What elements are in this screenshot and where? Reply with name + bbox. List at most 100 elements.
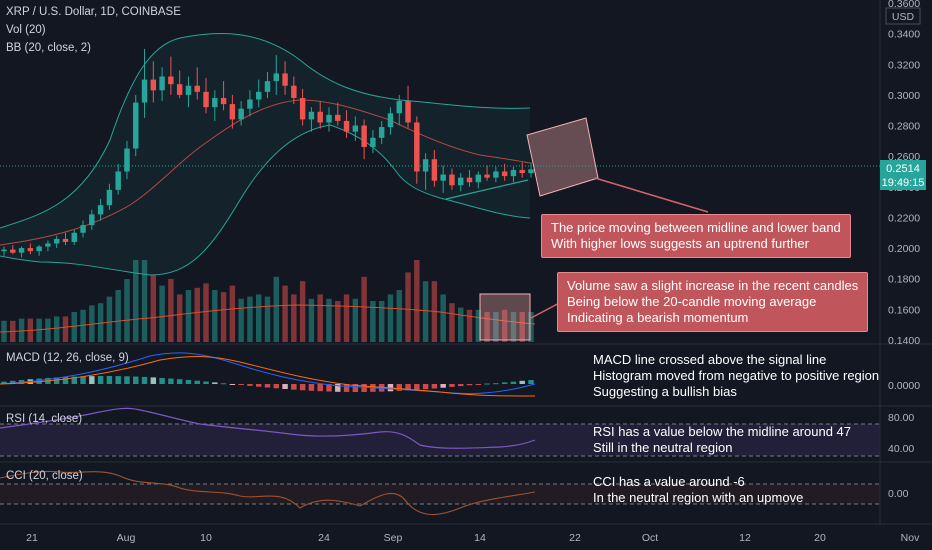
candle-body: [484, 174, 490, 178]
candle-body: [475, 174, 482, 183]
candle-body: [27, 248, 34, 252]
candle-body: [414, 122, 420, 172]
rsi-line: [0, 407, 536, 449]
volume-bar: [212, 290, 218, 342]
volume-bar: [493, 312, 499, 342]
symbol-legend[interactable]: XRP / U.S. Dollar, 1D, COINBASE: [6, 6, 181, 18]
time-tick-label: 22: [569, 532, 581, 544]
rsi-pane: [0, 407, 880, 457]
volume-bar: [308, 298, 315, 342]
macd-histogram-bar: [80, 376, 86, 384]
candle-body: [440, 174, 446, 181]
volume-highlight-box: [479, 293, 531, 341]
macd-histogram-bar: [458, 384, 464, 387]
macd-histogram-bar: [247, 384, 253, 386]
macd-histogram-bar: [528, 380, 534, 384]
volume-bar: [80, 309, 86, 342]
macd-pane: [0, 352, 536, 397]
candle-body: [203, 91, 209, 108]
macd-histogram-bar: [255, 384, 262, 387]
volume-bar: [317, 294, 323, 342]
candle-body: [519, 169, 525, 174]
macd-histogram-bar: [343, 384, 350, 392]
candle-body: [291, 85, 297, 98]
macd-legend[interactable]: MACD (12, 26, close, 9): [6, 352, 129, 364]
macd-histogram-bar: [282, 384, 288, 390]
candle-body: [247, 99, 253, 109]
volume-bar: [326, 298, 332, 342]
candle-body: [387, 113, 394, 128]
candle-body: [405, 101, 411, 123]
macd-histogram-bar: [133, 376, 139, 384]
candle-body: [510, 169, 517, 177]
trend-callout-line-1: The price moving between midline and low…: [551, 220, 841, 235]
macd-histogram-bar: [141, 376, 148, 384]
price-tag-countdown: 19:49:15: [882, 177, 925, 189]
candle-body: [176, 84, 183, 95]
macd-histogram-bar: [1, 381, 7, 384]
macd-histogram-bar: [194, 380, 200, 384]
candle-body: [124, 148, 130, 172]
price-tick-label: 0.3000: [888, 90, 920, 102]
price-tag-value: 0.2514: [886, 163, 920, 175]
volume-callout-line-2: Being below the 20-candle moving average: [567, 294, 817, 309]
volume-legend[interactable]: Vol (20): [6, 24, 46, 36]
macd-histogram-bar: [53, 377, 60, 384]
rsi-legend[interactable]: RSI (14, close): [6, 413, 83, 425]
volume-bar: [528, 312, 534, 342]
price-tick-label: 0.2000: [888, 243, 920, 255]
volume-bar: [440, 294, 446, 342]
volume-bar: [106, 296, 113, 342]
time-tick-label: Sep: [384, 532, 403, 544]
macd-histogram-bar: [229, 384, 236, 385]
macd-histogram-bar: [519, 380, 525, 384]
time-tick-label: Nov: [901, 532, 920, 544]
candle-body: [62, 238, 69, 242]
macd-histogram-bar: [185, 379, 192, 384]
candle-body: [449, 174, 455, 186]
candle-body: [370, 137, 376, 147]
macd-histogram-bar: [466, 384, 473, 386]
volume-bar: [501, 309, 508, 342]
trend-callout-line-2: With higher lows suggests an uptrend fur…: [551, 236, 809, 251]
volume-bar: [466, 309, 473, 342]
currency-label: USD: [892, 11, 915, 23]
macd-histogram-bar: [361, 384, 367, 392]
rsi-band-fill: [0, 424, 880, 456]
macd-histogram-bar: [493, 383, 499, 385]
bollinger-legend[interactable]: BB (20, close, 2): [6, 42, 92, 54]
time-axis[interactable]: 21 Aug 10 24 Sep 14 22 Oct 12 20 Nov: [26, 532, 920, 544]
candle-body: [255, 91, 262, 100]
macd-histogram-bar: [352, 384, 359, 392]
candle-body: [133, 102, 139, 149]
volume-bar: [150, 274, 157, 342]
volume-bar: [62, 316, 69, 342]
rsi-note: RSI has a value below the midline around…: [593, 424, 879, 456]
candle-body: [273, 73, 280, 82]
volume-bar: [387, 294, 394, 342]
bollinger-bands: [0, 32, 531, 276]
trend-callout: The price moving between midline and low…: [541, 214, 851, 258]
time-tick-label: 24: [318, 532, 330, 544]
candle-body: [194, 85, 200, 92]
volume-bar: [343, 294, 350, 342]
time-tick-label: 20: [814, 532, 826, 544]
cci-legend[interactable]: CCI (20, close): [6, 470, 83, 482]
cci-note-line-2: In the neutral region with an upmove: [593, 490, 804, 505]
rsi-axis-40: 40.00: [888, 443, 914, 455]
volume-bar: [238, 298, 244, 342]
macd-axis-zero: 0.0000: [888, 380, 920, 392]
volume-bar: [203, 283, 209, 342]
candle-body: [343, 120, 350, 132]
volume-bar: [414, 260, 420, 342]
volume-bar: [352, 298, 359, 342]
volume-callout-line-3: Indicating a bearish momentum: [567, 310, 749, 325]
time-tick-label: 14: [474, 532, 486, 544]
price-tick-label: 0.1800: [888, 274, 920, 286]
candle-body: [168, 76, 174, 85]
candle-body: [115, 171, 121, 190]
time-tick-label: Oct: [642, 532, 658, 544]
price-tag: [880, 160, 926, 190]
macd-note-line-2: Histogram moved from negative to positiv…: [593, 368, 879, 383]
